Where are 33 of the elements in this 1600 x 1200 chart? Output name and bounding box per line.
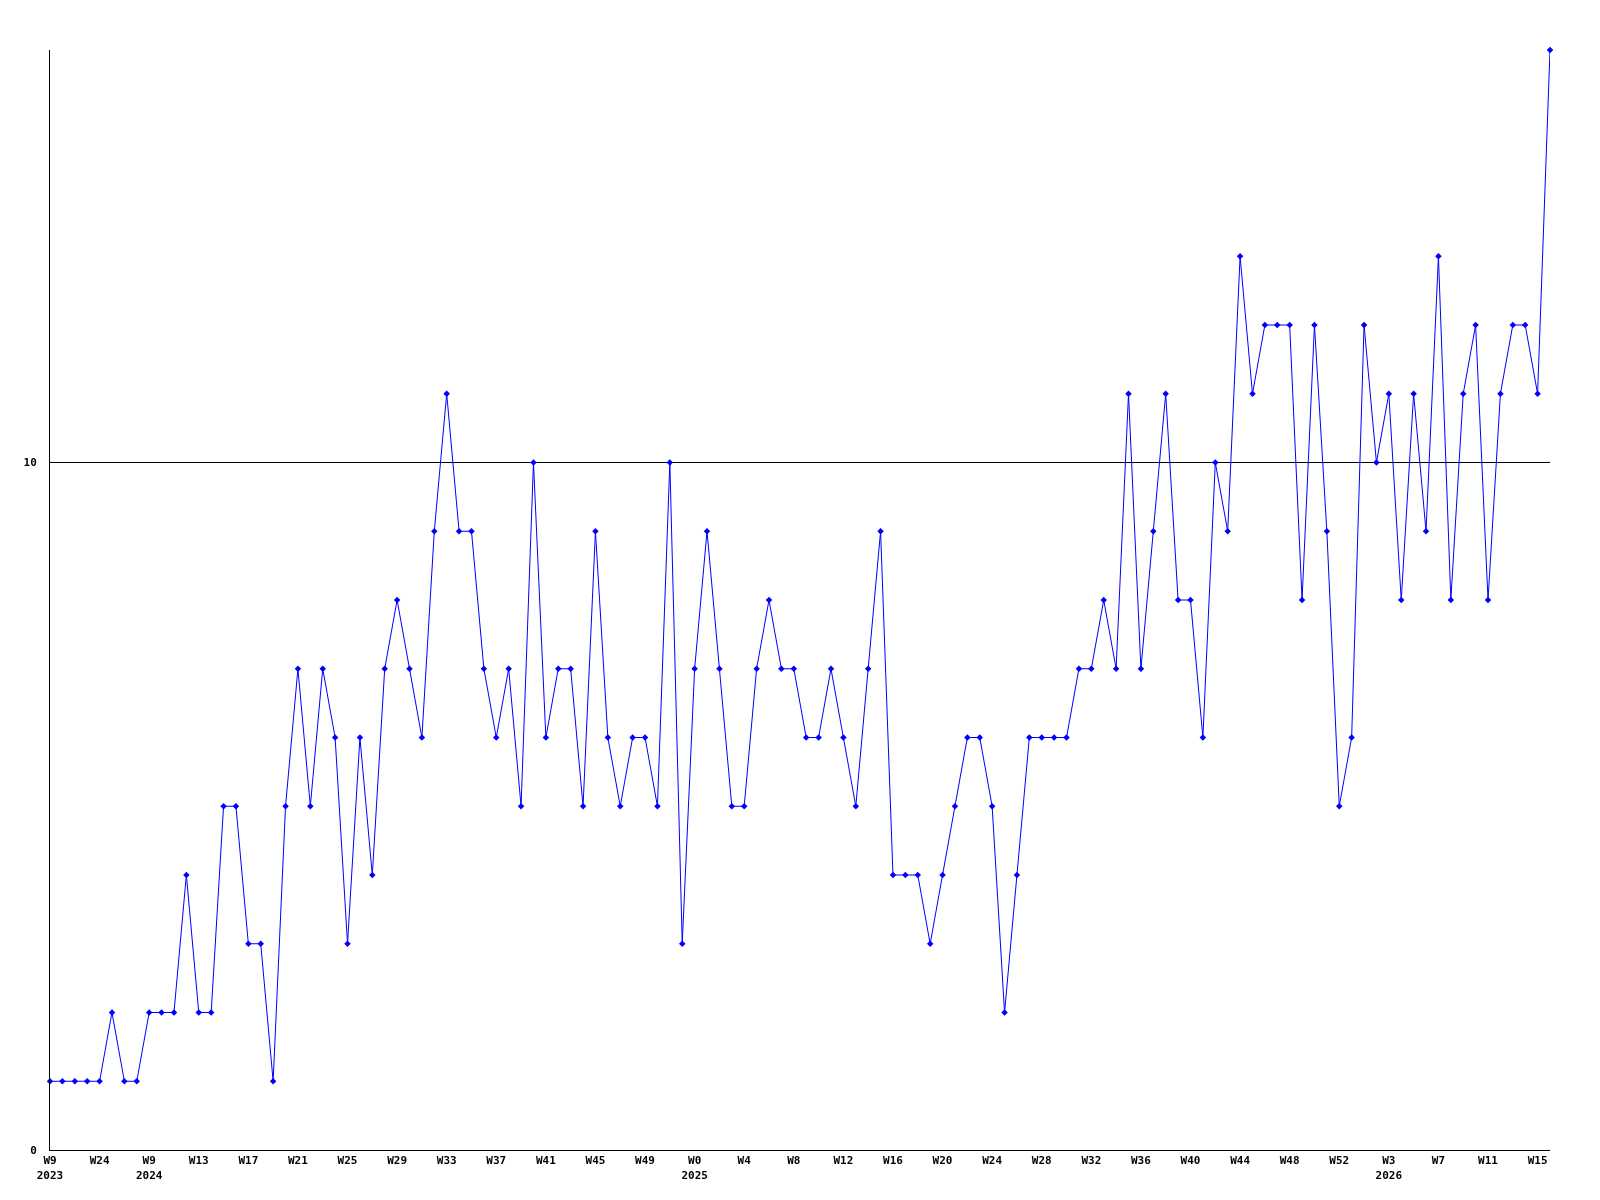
x-tick-label: W44 bbox=[1230, 1154, 1251, 1168]
x-tick-label: W32 bbox=[1081, 1154, 1102, 1168]
x-tick-label: W21 bbox=[287, 1154, 309, 1168]
x-tick-label: W16 bbox=[883, 1154, 904, 1168]
x-tick-label: W17 bbox=[238, 1154, 259, 1168]
x-tick-label: W52 bbox=[1329, 1154, 1350, 1168]
x-tick-label: W13 bbox=[188, 1154, 209, 1168]
x-tick-label: W25 bbox=[337, 1154, 358, 1168]
x-tick-label: W33 bbox=[436, 1154, 457, 1168]
x-tick-label: W11 bbox=[1478, 1154, 1499, 1168]
x-tick-label: W41 bbox=[535, 1154, 557, 1168]
x-tick-label: W12 bbox=[833, 1154, 854, 1168]
x-tick-label: W0 2025 bbox=[681, 1154, 708, 1182]
x-tick-label: W48 bbox=[1279, 1154, 1300, 1168]
x-tick-label: W24 bbox=[982, 1154, 1003, 1168]
x-tick-label: W15 bbox=[1527, 1154, 1548, 1168]
y-tick-label: 0 bbox=[30, 1143, 37, 1157]
y-tick-label: 10 bbox=[23, 456, 37, 470]
x-tick-label: W9 2023 bbox=[36, 1154, 64, 1182]
x-tick-label: W40 bbox=[1180, 1154, 1201, 1168]
x-tick-label: W7 bbox=[1431, 1154, 1446, 1168]
x-tick-label: W20 bbox=[932, 1154, 953, 1168]
x-tick-label: W37 bbox=[486, 1154, 507, 1168]
x-tick-label: W28 bbox=[1031, 1154, 1052, 1168]
x-tick-label: W8 bbox=[787, 1154, 801, 1168]
x-tick-label: W4 bbox=[737, 1154, 752, 1168]
x-tick-label: W36 bbox=[1130, 1154, 1152, 1168]
x-tick-label: W24 bbox=[89, 1154, 110, 1168]
x-tick-label: W3 2026 bbox=[1375, 1154, 1403, 1182]
x-tick-label: W29 bbox=[387, 1154, 408, 1168]
x-tick-label: W45 bbox=[585, 1154, 606, 1168]
x-tick-label: W9 2024 bbox=[135, 1154, 163, 1182]
x-tick-label: W49 bbox=[635, 1154, 655, 1168]
